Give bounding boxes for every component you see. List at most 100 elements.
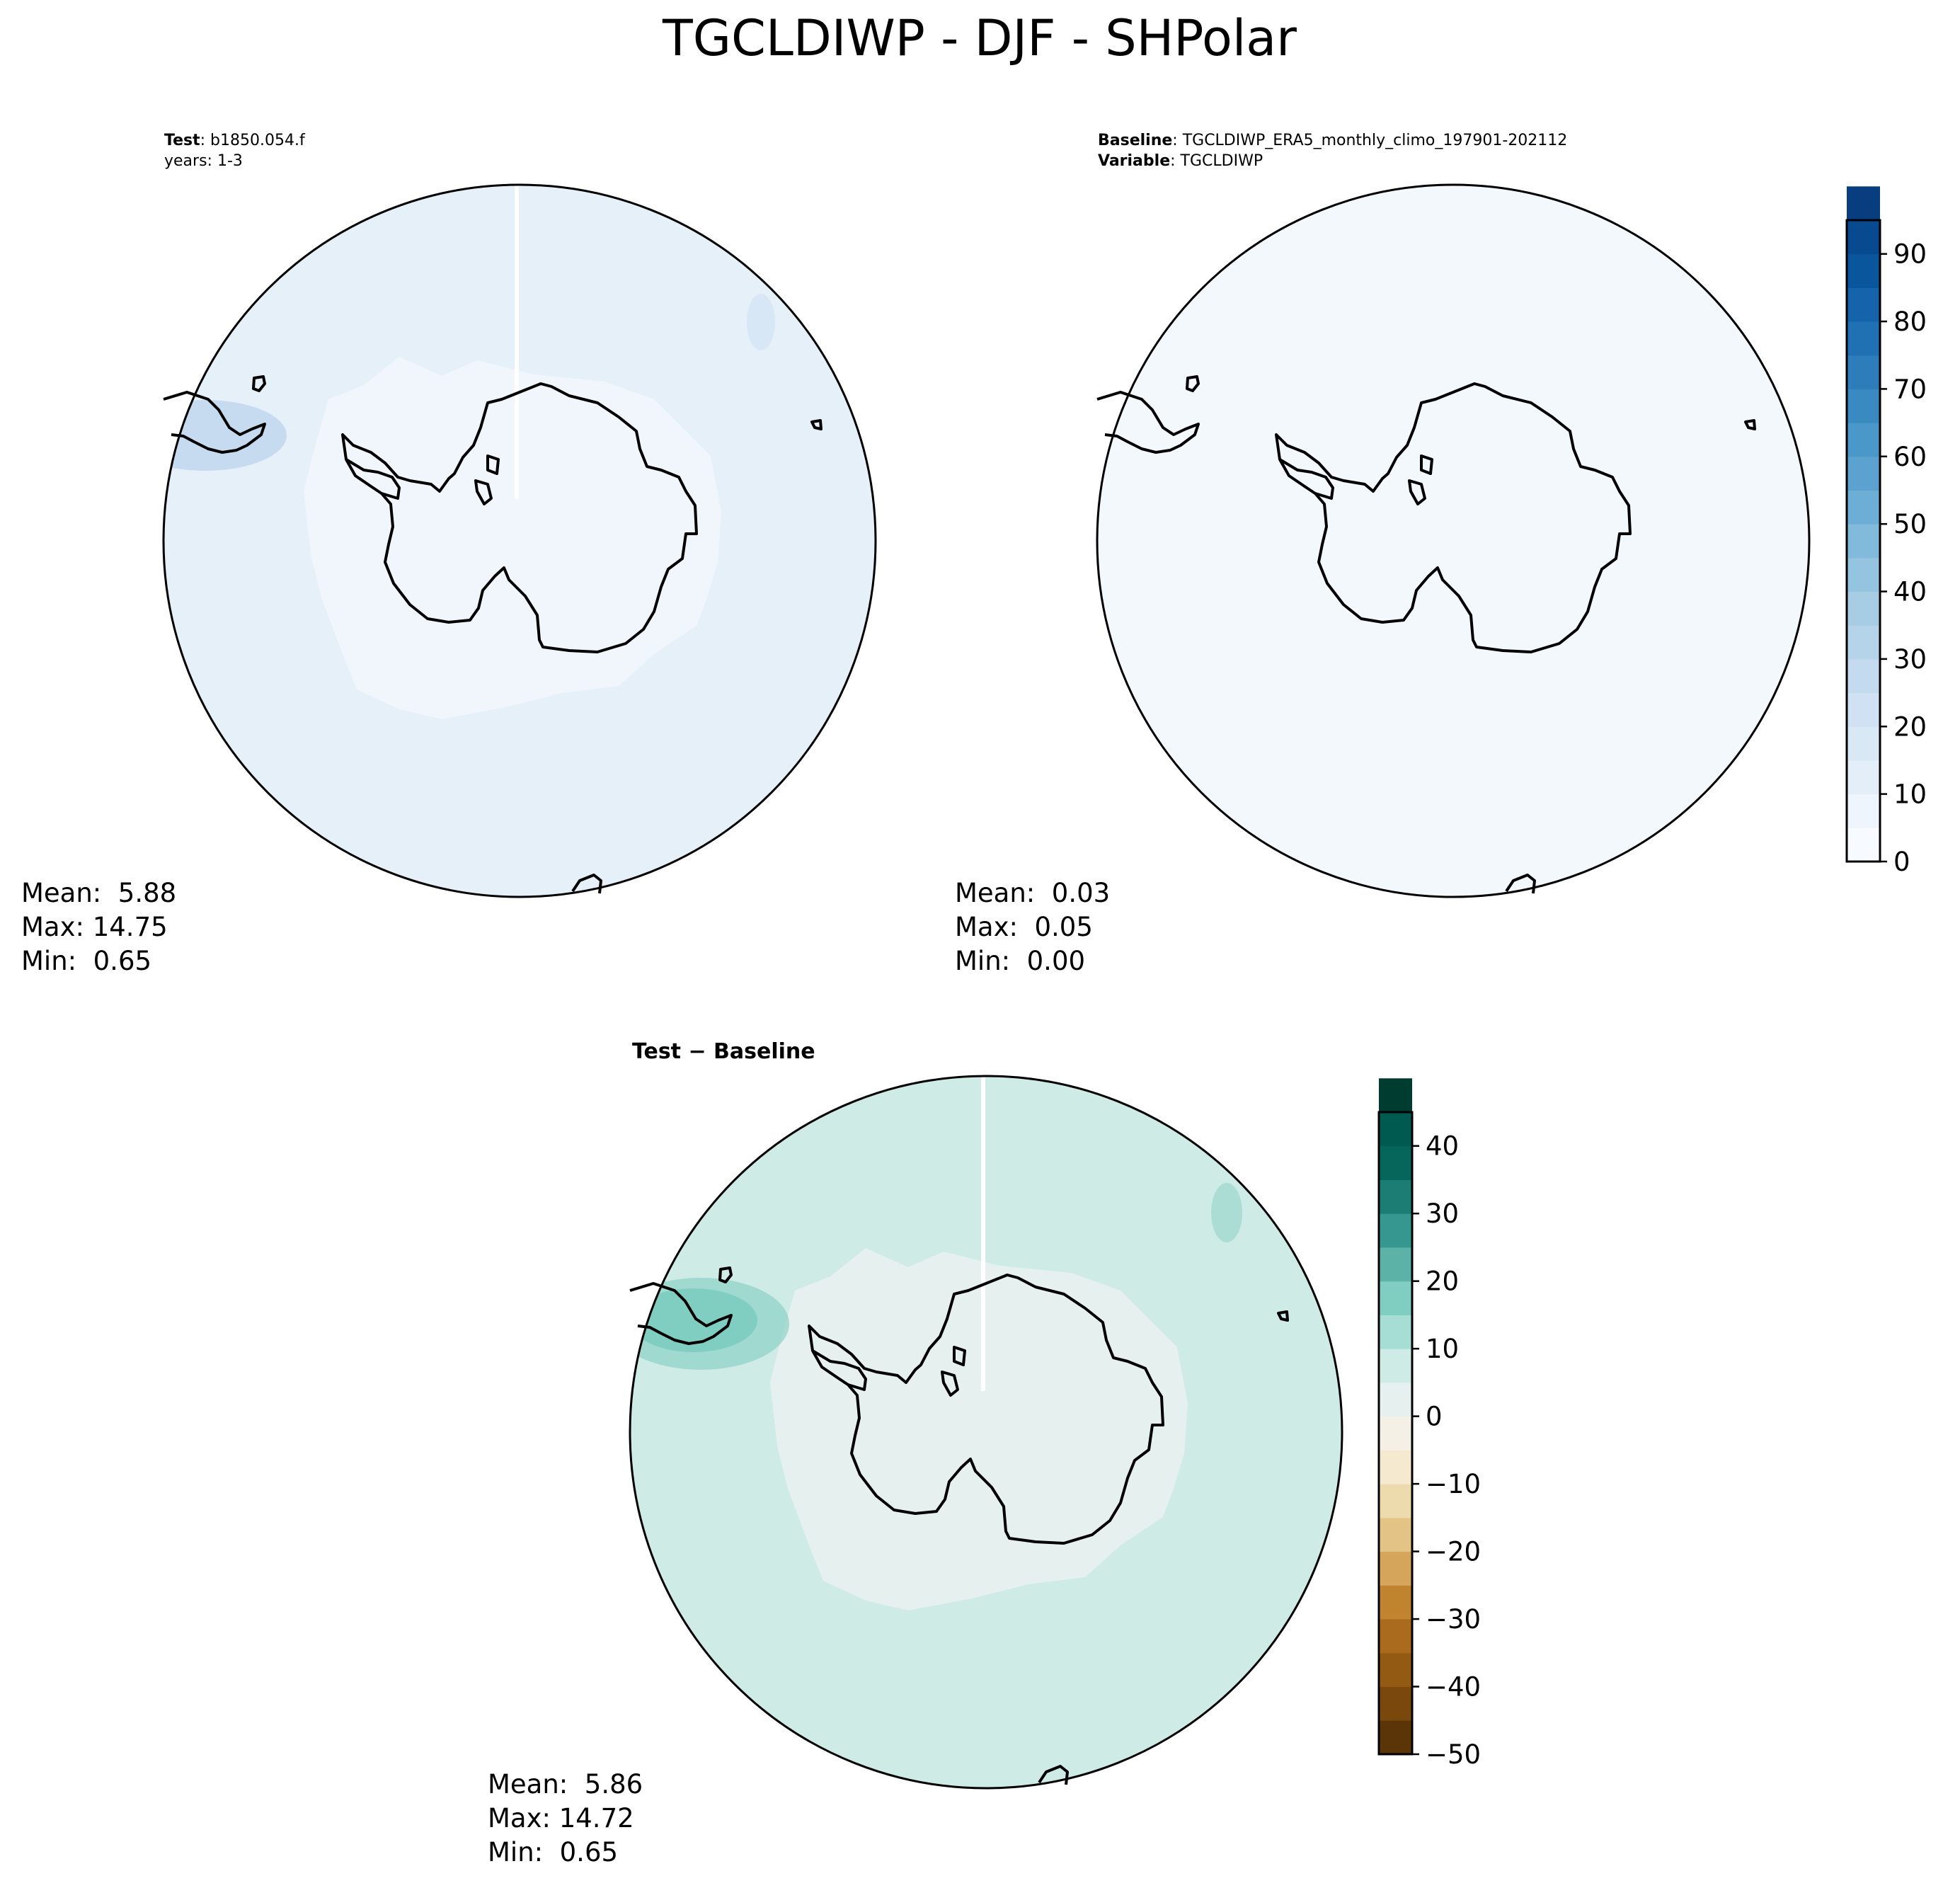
- colorbar-band: [1379, 1349, 1412, 1383]
- colorbar-tick-label: 30: [1893, 644, 1927, 675]
- colorbar-tick-label: 60: [1893, 442, 1927, 472]
- colorbar-band: [1847, 726, 1880, 761]
- colorbar-band: [1379, 1213, 1412, 1248]
- panel-test: Test: b1850.054.f years: 1-3 Mean: 5.88 …: [21, 132, 877, 976]
- colorbar-tick-label: 30: [1426, 1198, 1459, 1229]
- panel-difference-stats: Mean: 5.86 Max: 14.72 Min: 0.65: [488, 1769, 643, 1867]
- stat-max: Max: 0.05: [955, 912, 1093, 942]
- colorbar-band: [1847, 355, 1880, 389]
- panel-difference-map-border: [629, 1075, 1343, 1790]
- panel-test-header-text: : b1850.054.f: [200, 132, 306, 149]
- panel-test-header-label: Test: [164, 132, 200, 149]
- colorbar-band: [1847, 625, 1880, 660]
- map-field-patch: [747, 294, 775, 350]
- meridian-gap: [981, 1076, 985, 1391]
- colorbar-band: [1379, 1112, 1412, 1147]
- colorbar-band: [1847, 253, 1880, 288]
- colorbar-baseline: 0 10 20 30 40 50 60 70 80 90: [1845, 186, 1927, 877]
- colorbar-tick-label: 20: [1426, 1266, 1459, 1297]
- colorbar-band: [1847, 321, 1880, 356]
- stat-max: Max: 14.75: [21, 912, 168, 942]
- colorbar-band: [1847, 658, 1880, 694]
- stat-min: Min: 0.65: [21, 946, 151, 976]
- panel-baseline-variable-label: Variable: [1098, 152, 1170, 170]
- panel-difference: Test − Baseline Mean: 5.86 Max: 14.72 Mi…: [488, 1039, 1481, 1867]
- meridian-gap: [515, 185, 519, 499]
- colorbar-band: [1379, 1247, 1412, 1282]
- panel-difference-header: Test − Baseline: [632, 1039, 815, 1064]
- colorbar-band: [1379, 1078, 1412, 1113]
- colorbar-band: [1847, 557, 1880, 593]
- colorbar-band: [1847, 524, 1880, 559]
- colorbar-band: [1379, 1382, 1412, 1417]
- colorbar-tick-label: 50: [1893, 509, 1927, 539]
- colorbar-tick-label: −50: [1426, 1739, 1481, 1770]
- panel-test-map-border: [162, 183, 877, 898]
- colorbar-tick-label: 80: [1893, 307, 1927, 337]
- colorbar-band: [1379, 1416, 1412, 1451]
- colorbar-band: [1847, 692, 1880, 727]
- colorbar-band: [1379, 1517, 1412, 1552]
- colorbar-frame: [1845, 219, 1881, 863]
- panel-baseline-header-line2: Variable: TGCLDIWP: [1098, 152, 1263, 170]
- colorbar-frame: [1377, 1111, 1414, 1756]
- colorbar-band: [1847, 389, 1880, 423]
- map-field-inner-region: [304, 357, 721, 719]
- panel-baseline-map: [1097, 185, 1809, 897]
- panel-difference-header-label: Test: [632, 1039, 681, 1064]
- colorbar-tick-label: 40: [1426, 1131, 1459, 1162]
- panel-test-stats: Mean: 5.88 Max: 14.75 Min: 0.65: [21, 878, 176, 976]
- colorbar-band: [1379, 1652, 1412, 1688]
- panel-test-header-line2: years: 1-3: [164, 152, 243, 170]
- colorbar-band: [1847, 794, 1880, 828]
- colorbar-band: [1379, 1720, 1412, 1755]
- colorbar-band: [1379, 1179, 1412, 1214]
- panel-baseline: Baseline: TGCLDIWP_ERA5_monthly_climo_19…: [955, 132, 1927, 976]
- colorbar-tick-label: 10: [1893, 779, 1927, 810]
- colorbar-band: [1379, 1484, 1412, 1518]
- colorbar-band: [1847, 828, 1880, 862]
- stat-mean: Mean: 5.88: [21, 878, 176, 908]
- colorbar-band: [1847, 490, 1880, 525]
- map-field-background: [1097, 185, 1809, 897]
- colorbar-band: [1379, 1450, 1412, 1484]
- colorbar-difference: −50 −40 −30 −20 −10 0 10 20 30 40: [1377, 1078, 1481, 1770]
- panel-test-header-line1: Test: b1850.054.f: [164, 132, 306, 149]
- colorbar-band: [1847, 760, 1880, 795]
- colorbar-band: [1379, 1686, 1412, 1721]
- colorbar-band: [1379, 1145, 1412, 1180]
- colorbar-band: [1847, 423, 1880, 457]
- colorbar-tick-label: 0: [1893, 847, 1910, 877]
- colorbar-tick-label: 0: [1426, 1402, 1443, 1432]
- colorbar-tick-label: −10: [1426, 1469, 1481, 1499]
- colorbar-tick-label: −40: [1426, 1672, 1481, 1703]
- figure-title: TGCLDIWP - DJF - SHPolar: [662, 9, 1297, 67]
- panel-difference-map: [630, 1076, 1342, 1788]
- stat-min: Min: 0.65: [488, 1837, 618, 1867]
- panel-baseline-map-border: [1096, 183, 1811, 898]
- panel-baseline-variable-text: : TGCLDIWP: [1170, 152, 1263, 170]
- map-field-inner-region: [770, 1248, 1188, 1610]
- colorbar-tick-label: 20: [1893, 711, 1927, 742]
- panel-baseline-stats: Mean: 0.03 Max: 0.05 Min: 0.00: [955, 878, 1110, 976]
- colorbar-band: [1847, 591, 1880, 626]
- stat-mean: Mean: 5.86: [488, 1769, 643, 1800]
- colorbar-band: [1379, 1619, 1412, 1654]
- colorbar-tick-label: 70: [1893, 374, 1927, 404]
- colorbar-tick-label: 10: [1426, 1334, 1459, 1364]
- colorbar-band: [1379, 1281, 1412, 1315]
- panel-baseline-header-text: : TGCLDIWP_ERA5_monthly_climo_197901-202…: [1172, 132, 1567, 149]
- colorbar-band: [1379, 1551, 1412, 1586]
- colorbar-band: [1847, 287, 1880, 322]
- colorbar-tick-label: 90: [1893, 239, 1927, 270]
- stat-min: Min: 0.00: [955, 946, 1085, 976]
- colorbar-band: [1847, 186, 1880, 221]
- panel-difference-header-text: − Baseline: [681, 1039, 815, 1064]
- map-field-patch: [1211, 1183, 1242, 1242]
- colorbar-band: [1379, 1585, 1412, 1620]
- colorbar-band: [1847, 456, 1880, 491]
- panel-baseline-header-label: Baseline: [1098, 132, 1172, 149]
- panel-baseline-header-line1: Baseline: TGCLDIWP_ERA5_monthly_climo_19…: [1098, 132, 1567, 149]
- colorbar-tick-label: −30: [1426, 1604, 1481, 1635]
